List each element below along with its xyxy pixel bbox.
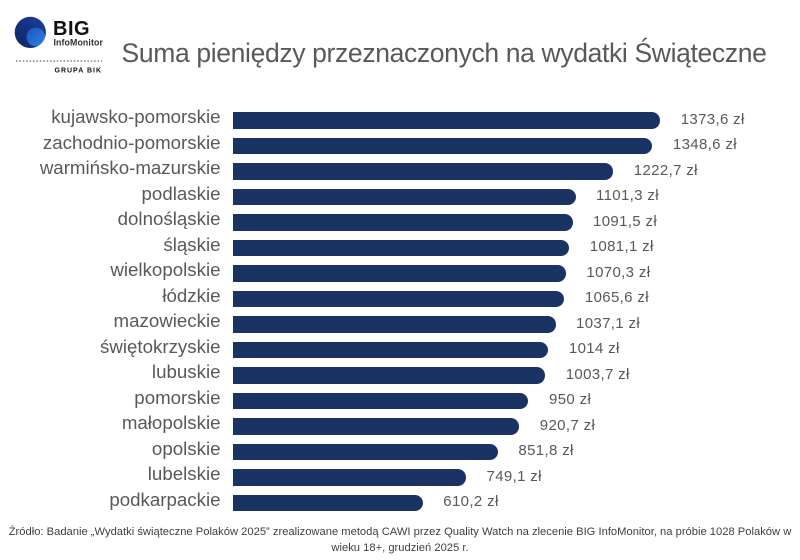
svg-text:InfoMonitor: InfoMonitor bbox=[54, 37, 104, 47]
svg-text:BIG: BIG bbox=[53, 18, 90, 40]
svg-text:GRUPA BIK: GRUPA BIK bbox=[55, 68, 103, 75]
